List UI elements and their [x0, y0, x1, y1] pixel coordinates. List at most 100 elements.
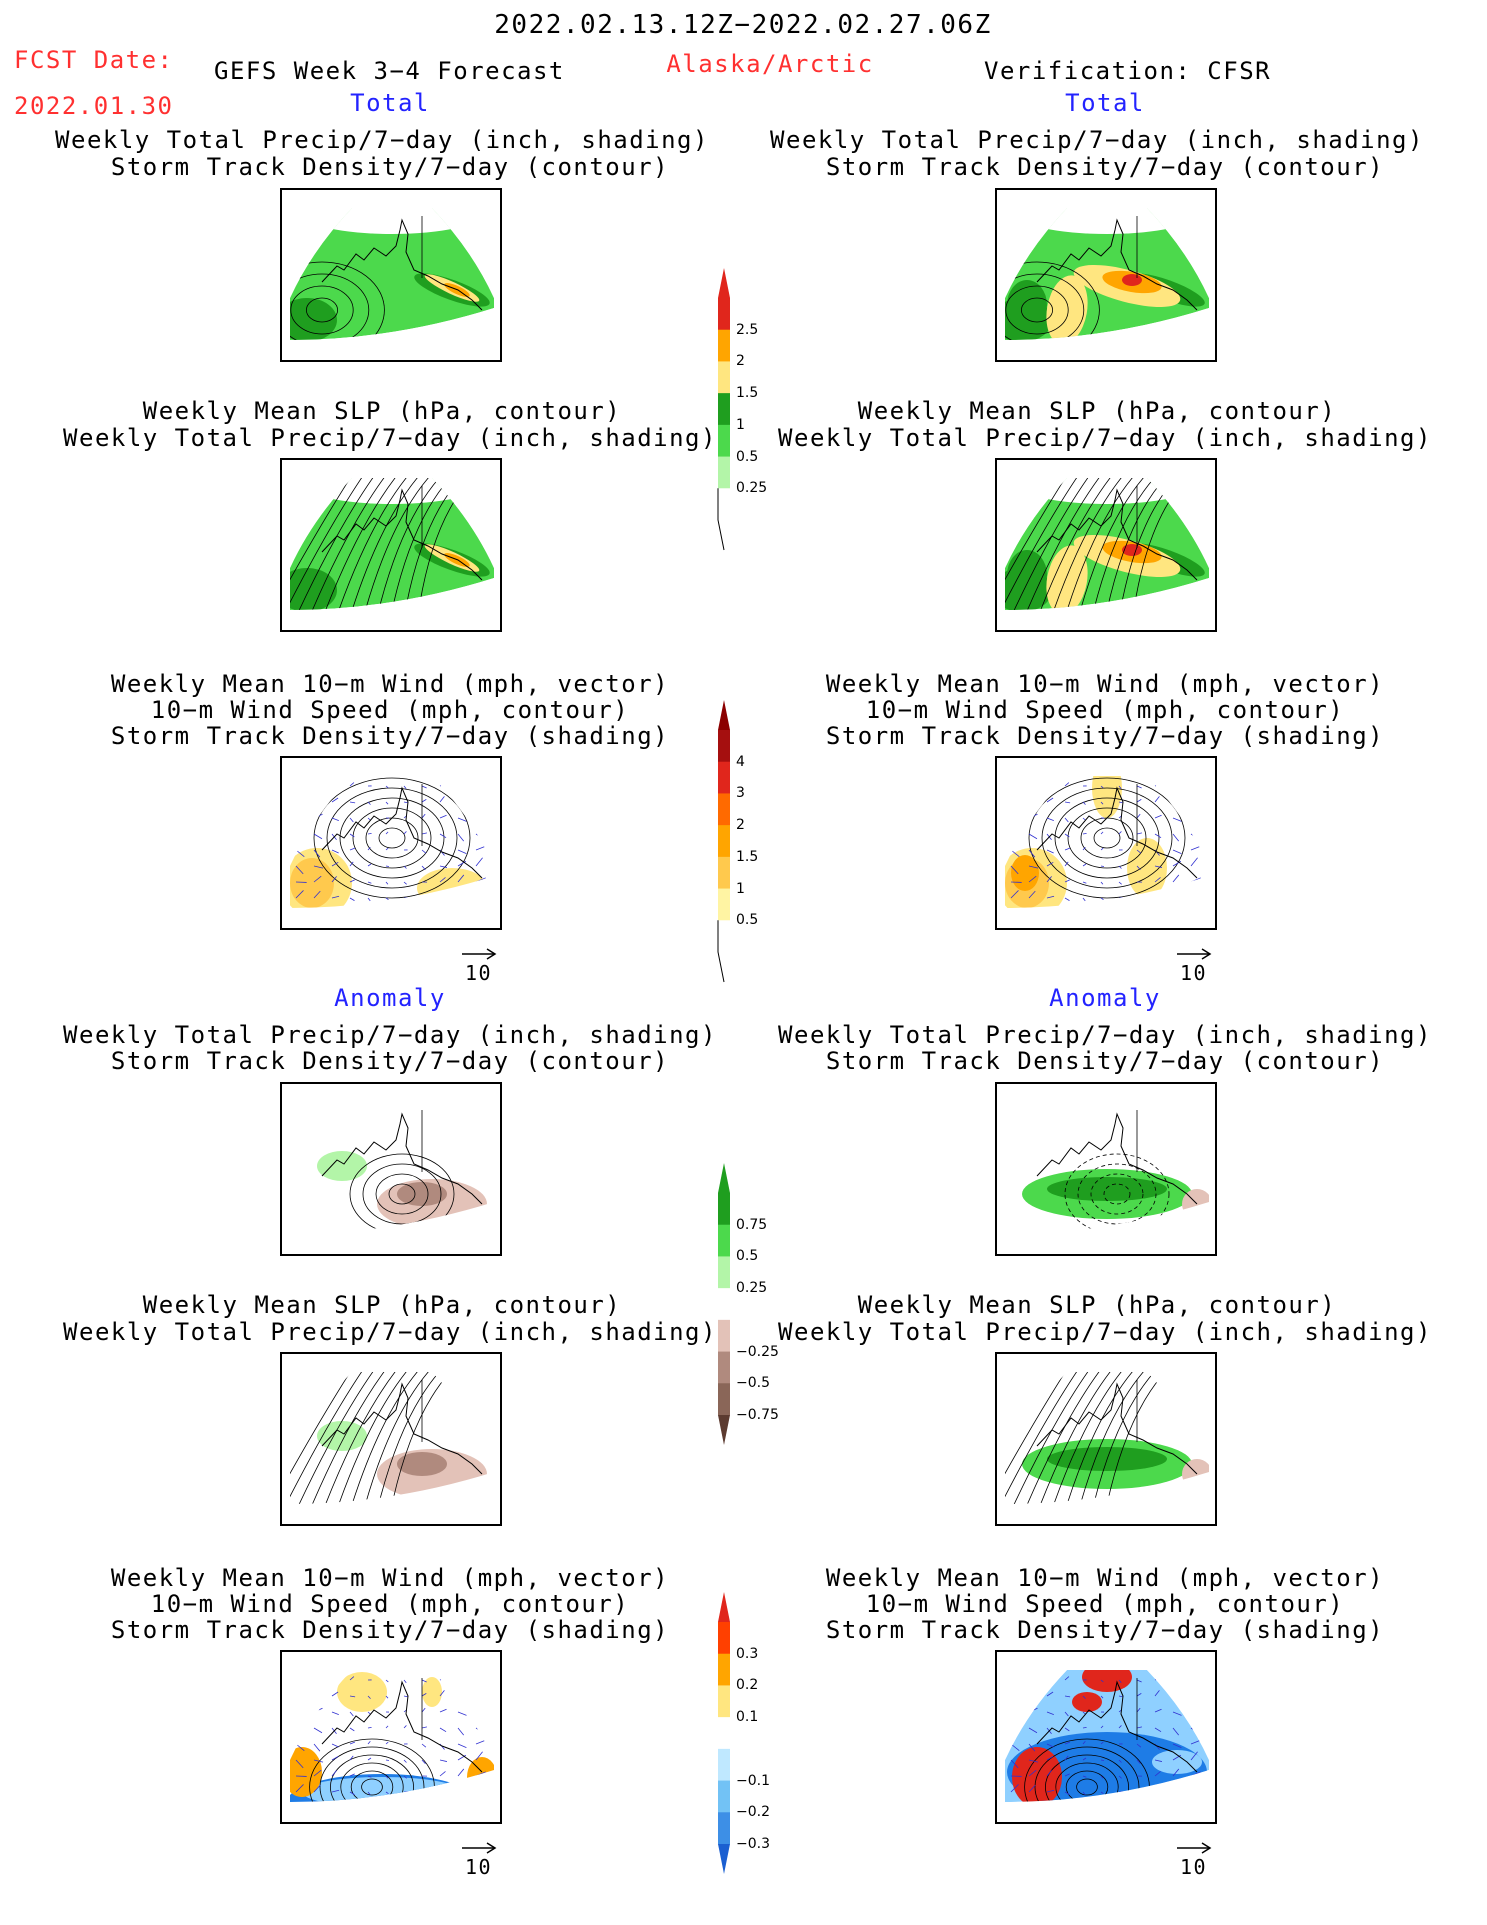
contour-line	[1074, 1372, 1162, 1504]
map-graphic	[290, 1102, 494, 1234]
contour-line	[1005, 273, 1085, 340]
wind-vector	[421, 832, 428, 835]
wind-vector	[295, 1690, 306, 1697]
wind-vector	[1028, 875, 1037, 883]
contour-line	[290, 478, 387, 610]
wind-vector	[313, 849, 321, 858]
colorbar-graphic	[718, 1163, 730, 1445]
wind-vector	[295, 796, 306, 803]
shaded-region	[1122, 274, 1142, 286]
contour-line	[1005, 1372, 1090, 1504]
contour-line	[340, 1762, 404, 1802]
contour-line	[290, 478, 363, 610]
colorbar-tick-label: 1	[736, 880, 745, 897]
wind-vector	[1100, 847, 1104, 851]
colorbar-swatch	[718, 1717, 730, 1750]
wind-vector	[385, 1695, 389, 1699]
colorbar-tick-label: −0.5	[736, 1375, 770, 1392]
colorbar-swatch	[718, 424, 730, 458]
shaded-region	[290, 568, 337, 610]
wind-vector	[1010, 890, 1019, 899]
title-r1-a: Weekly Total Precip/7−day (inch, shading…	[770, 126, 1424, 154]
wind-vector	[349, 1695, 356, 1698]
wind-vector	[1136, 849, 1142, 854]
wind-vector	[1100, 785, 1104, 789]
colorbar-top-triangle	[718, 1163, 730, 1193]
wind-vector	[457, 1672, 465, 1681]
wind-vector	[1028, 1743, 1036, 1752]
shaded-region	[302, 478, 482, 504]
wind-vector	[439, 814, 447, 819]
wind-vector	[1064, 847, 1070, 851]
wind-vector	[313, 833, 323, 840]
wind-vector	[1154, 892, 1161, 899]
wind-vector	[1190, 1791, 1201, 1798]
wind-vector	[439, 796, 445, 803]
wind-vector	[1154, 833, 1162, 839]
wind-vector	[1190, 1672, 1200, 1681]
arrow-right-icon	[1177, 1842, 1212, 1854]
shaded-region	[1082, 1670, 1132, 1692]
wind-vector	[1190, 778, 1200, 787]
wind-vector	[403, 1759, 407, 1763]
vector-ref-label: 10	[1180, 961, 1208, 985]
contour-line	[352, 807, 432, 869]
title-r6-a: Weekly Mean 10−m Wind (mph, vector)	[825, 1564, 1385, 1592]
shaded-region	[467, 1757, 494, 1797]
shaded-region	[417, 868, 487, 908]
colorbar-swatch	[718, 920, 730, 952]
wind-vector	[349, 861, 354, 867]
wind-vector	[349, 1755, 354, 1761]
contour-line	[1034, 1746, 1140, 1802]
contour-line	[1032, 1372, 1126, 1504]
map-total-precip-forecast	[280, 188, 502, 362]
map-anomaly-precip-forecast	[280, 1082, 502, 1256]
shaded-region	[1046, 275, 1088, 340]
wind-vector	[349, 1741, 355, 1745]
contour-line	[1045, 1754, 1129, 1802]
shaded-region	[302, 1777, 462, 1802]
wind-vector	[1082, 832, 1087, 835]
wind-vector	[403, 801, 408, 804]
wind-vector	[1082, 1757, 1087, 1761]
wind-vector	[1064, 1711, 1069, 1717]
wind-vector	[367, 881, 372, 884]
total-label-left: Total	[350, 89, 430, 117]
colorbar-bottom-triangle	[718, 1415, 730, 1445]
wind-vector	[349, 1791, 355, 1795]
wind-vector	[1046, 1770, 1052, 1777]
wind-vector	[313, 875, 322, 883]
wind-vector	[439, 1786, 446, 1793]
wind-vector	[1136, 865, 1141, 870]
wind-vector	[331, 1711, 339, 1715]
contour-line	[362, 1163, 442, 1225]
contour-line	[361, 1778, 383, 1796]
wind-vector	[1064, 1755, 1069, 1761]
wind-vector	[457, 1727, 465, 1736]
colorbar-top-triangle	[718, 700, 730, 730]
wind-vector	[1100, 1791, 1104, 1794]
contour-line	[290, 1372, 375, 1504]
map-graphic	[1005, 208, 1209, 340]
wind-vector	[1118, 1725, 1122, 1729]
wind-vector	[1136, 1707, 1141, 1713]
wind-vector	[475, 817, 484, 827]
title-r5-a: Weekly Mean SLP (hPa, contour)	[857, 1291, 1337, 1319]
wind-vector	[295, 1743, 305, 1752]
wind-vector	[1064, 897, 1070, 901]
map-total-slp-verification	[995, 458, 1217, 632]
map-graphic	[290, 1670, 494, 1802]
colorbar-graphic	[718, 1592, 730, 1874]
contour-line	[378, 827, 406, 849]
wind-vector	[439, 1771, 446, 1777]
wind-vector	[403, 785, 407, 789]
title-l1-b: Storm Track Density/7−day (contour)	[110, 153, 670, 181]
colorbar-swatch	[718, 1351, 730, 1384]
wind-vector	[1046, 1789, 1055, 1793]
wind-vector	[1100, 1759, 1105, 1761]
colorbar-tick-label: 2	[736, 353, 745, 370]
wind-vector	[295, 890, 304, 899]
wind-vector	[1028, 890, 1036, 899]
wind-vector	[1100, 1775, 1104, 1779]
wind-vector	[439, 833, 447, 839]
